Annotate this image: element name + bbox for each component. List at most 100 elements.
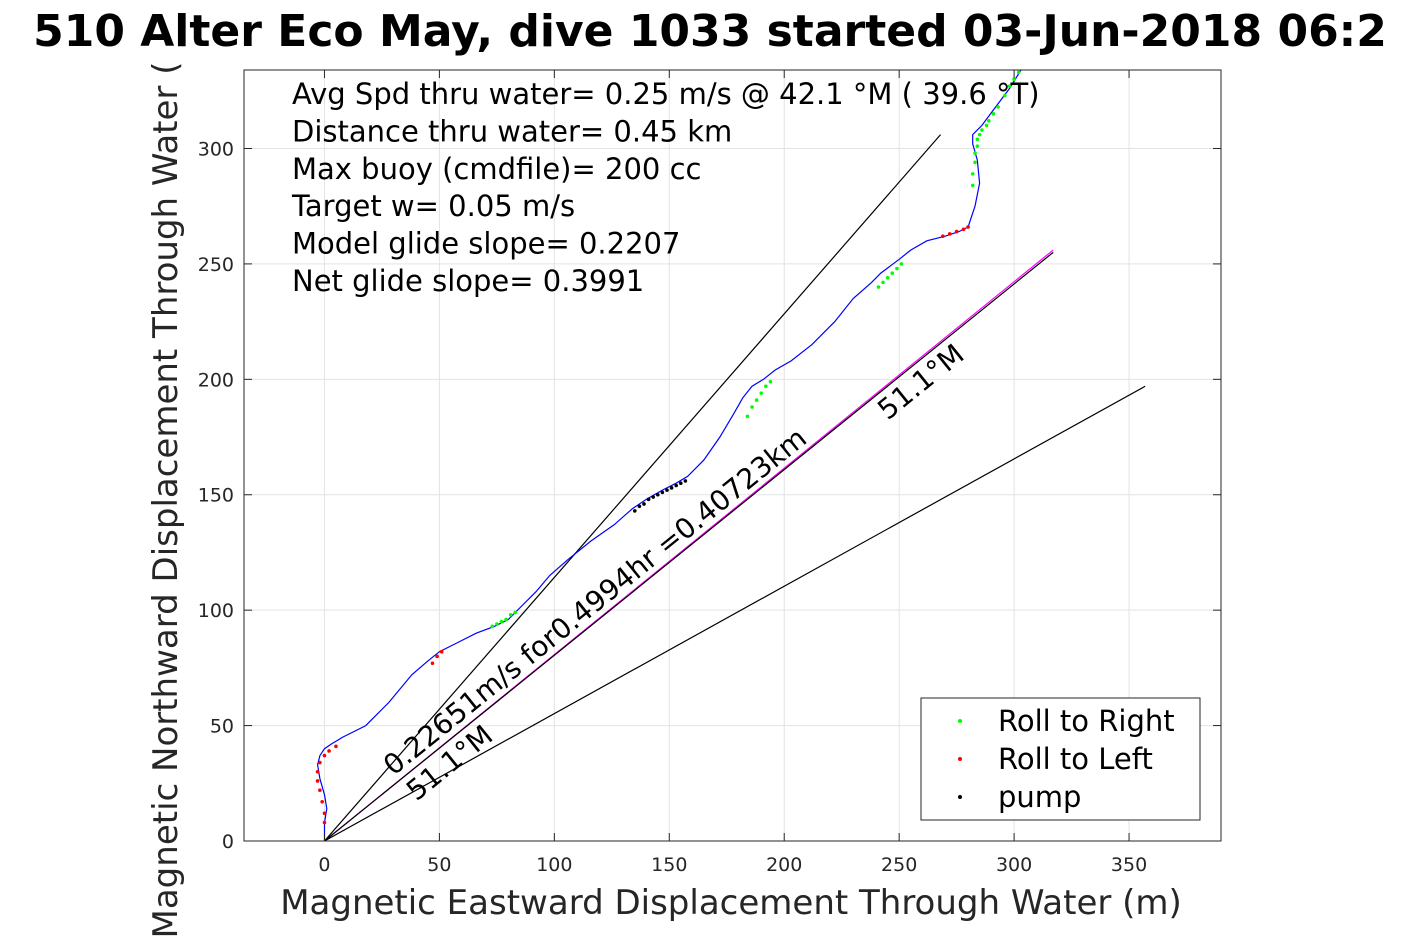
roll-right-marker <box>1007 84 1012 88</box>
plot-area <box>315 70 1146 841</box>
reference-line-2 <box>324 251 1054 841</box>
info-line-1: Distance thru water= 0.45 km <box>292 114 732 148</box>
x-tick-label: 100 <box>536 854 572 876</box>
info-line-0: Avg Spd thru water= 0.25 m/s @ 42.1 °M (… <box>292 77 1040 111</box>
pump-marker <box>683 479 688 483</box>
pump-marker <box>669 486 674 490</box>
roll-left-marker <box>318 760 322 765</box>
roll-right-marker <box>499 619 504 624</box>
roll-right-marker <box>1012 77 1016 82</box>
y-tick-label: 0 <box>222 831 234 853</box>
axes-box <box>243 69 1222 842</box>
roll-right-marker <box>881 280 885 285</box>
info-line-2: Max buoy (cmdfile)= 200 cc <box>292 152 701 186</box>
x-tick-label: 0 <box>318 854 330 876</box>
roll-right-marker <box>885 275 890 280</box>
y-axis-label: Magnetic Northward Displacement Through … <box>146 62 186 939</box>
roll-right-marker <box>754 398 759 402</box>
legend-box <box>920 697 1201 821</box>
roll-right-marker <box>973 160 977 165</box>
roll-right-marker <box>490 624 495 629</box>
roll-right-marker <box>1003 93 1007 98</box>
roll-right-marker <box>890 271 895 275</box>
pump-marker <box>655 492 660 497</box>
x-tick-label: 250 <box>881 854 917 876</box>
roll-left-marker <box>315 769 320 774</box>
info-text: Avg Spd thru water= 0.25 m/s @ 42.1 °M (… <box>291 77 1040 298</box>
roll-right-marker <box>899 262 904 266</box>
x-tick-label: 50 <box>427 854 451 876</box>
pump-marker <box>665 488 669 492</box>
pump-marker <box>646 497 651 502</box>
pump-marker <box>642 502 646 506</box>
roll-right-marker <box>977 132 982 137</box>
legend-marker <box>958 757 962 761</box>
roll-right-marker <box>973 151 977 155</box>
info-line-4: Model glide slope= 0.2207 <box>292 227 680 261</box>
pump-marker <box>660 490 665 495</box>
roll-left-marker <box>439 649 444 654</box>
legend-label: pump <box>998 780 1081 814</box>
legend: Roll to Right Roll to Left pump <box>920 697 1201 821</box>
roll-left-marker <box>435 654 439 659</box>
roll-right-marker <box>970 183 975 188</box>
roll-left-marker <box>322 811 327 816</box>
roll-left-marker <box>947 232 952 236</box>
reference-line-0 <box>324 134 941 841</box>
roll-right-marker <box>876 285 881 289</box>
roll-left-marker <box>322 820 327 825</box>
info-line-5: Net glide slope= 0.3991 <box>292 264 644 298</box>
info-line-3: Target w= 0.05 m/s <box>291 189 575 223</box>
legend-marker <box>958 795 962 799</box>
roll-left-marker <box>966 225 970 229</box>
roll-right-marker <box>513 610 518 615</box>
roll-left-marker <box>318 788 322 793</box>
pump-marker <box>678 481 683 486</box>
roll-right-marker <box>987 118 991 123</box>
roll-right-marker <box>984 123 989 128</box>
y-tick-label: 250 <box>198 254 234 276</box>
roll-left-marker <box>961 227 966 232</box>
roll-right-marker <box>495 622 499 626</box>
roll-left-marker <box>320 799 324 804</box>
roll-right-marker <box>895 266 899 271</box>
y-tick-label: 300 <box>198 138 234 160</box>
roll-left-marker <box>430 661 435 666</box>
pump-marker <box>633 509 637 513</box>
annotation-2: 51.1°M <box>871 338 970 427</box>
roll-right-marker <box>975 137 980 142</box>
pump-marker <box>674 483 678 488</box>
roll-left-marker <box>954 229 959 234</box>
roll-right-marker <box>996 105 1000 109</box>
roll-right-marker <box>768 379 773 384</box>
y-tick-label: 150 <box>198 485 234 507</box>
roll-right-marker <box>504 617 508 622</box>
x-tick-label: 350 <box>1111 854 1147 876</box>
roll-right-marker <box>970 172 975 176</box>
x-tick-label: 200 <box>766 854 802 876</box>
roll-left-marker <box>334 744 338 749</box>
y-tick-label: 100 <box>198 600 234 622</box>
roll-left-marker <box>315 779 320 783</box>
x-tick-label: 300 <box>996 854 1032 876</box>
roll-left-marker <box>322 753 327 758</box>
legend-marker <box>958 719 962 723</box>
annotations: 0.22651m/s for0.4994hr =0.40723km51.1°M5… <box>377 338 970 808</box>
x-tick-label: 150 <box>651 854 687 876</box>
legend-label: Roll to Left <box>998 742 1153 776</box>
pump-marker <box>637 504 642 509</box>
roll-right-marker <box>975 144 980 148</box>
legend-label: Roll to Right <box>998 704 1175 738</box>
pump-marker <box>651 495 655 499</box>
roll-right-marker <box>980 128 984 132</box>
y-tick-label: 200 <box>198 369 234 391</box>
roll-right-marker <box>745 414 750 419</box>
roll-right-marker <box>991 112 996 116</box>
annotation-0: 0.22651m/s for0.4994hr =0.40723km <box>377 421 813 782</box>
grid <box>244 70 1221 842</box>
roll-left-marker <box>327 749 331 753</box>
roll-right-marker <box>508 612 513 617</box>
roll-right-marker <box>1016 70 1021 75</box>
ticks: 0 50 100 150 200 250 300 350 0 50 100 150 200 250 300 <box>198 70 1221 876</box>
